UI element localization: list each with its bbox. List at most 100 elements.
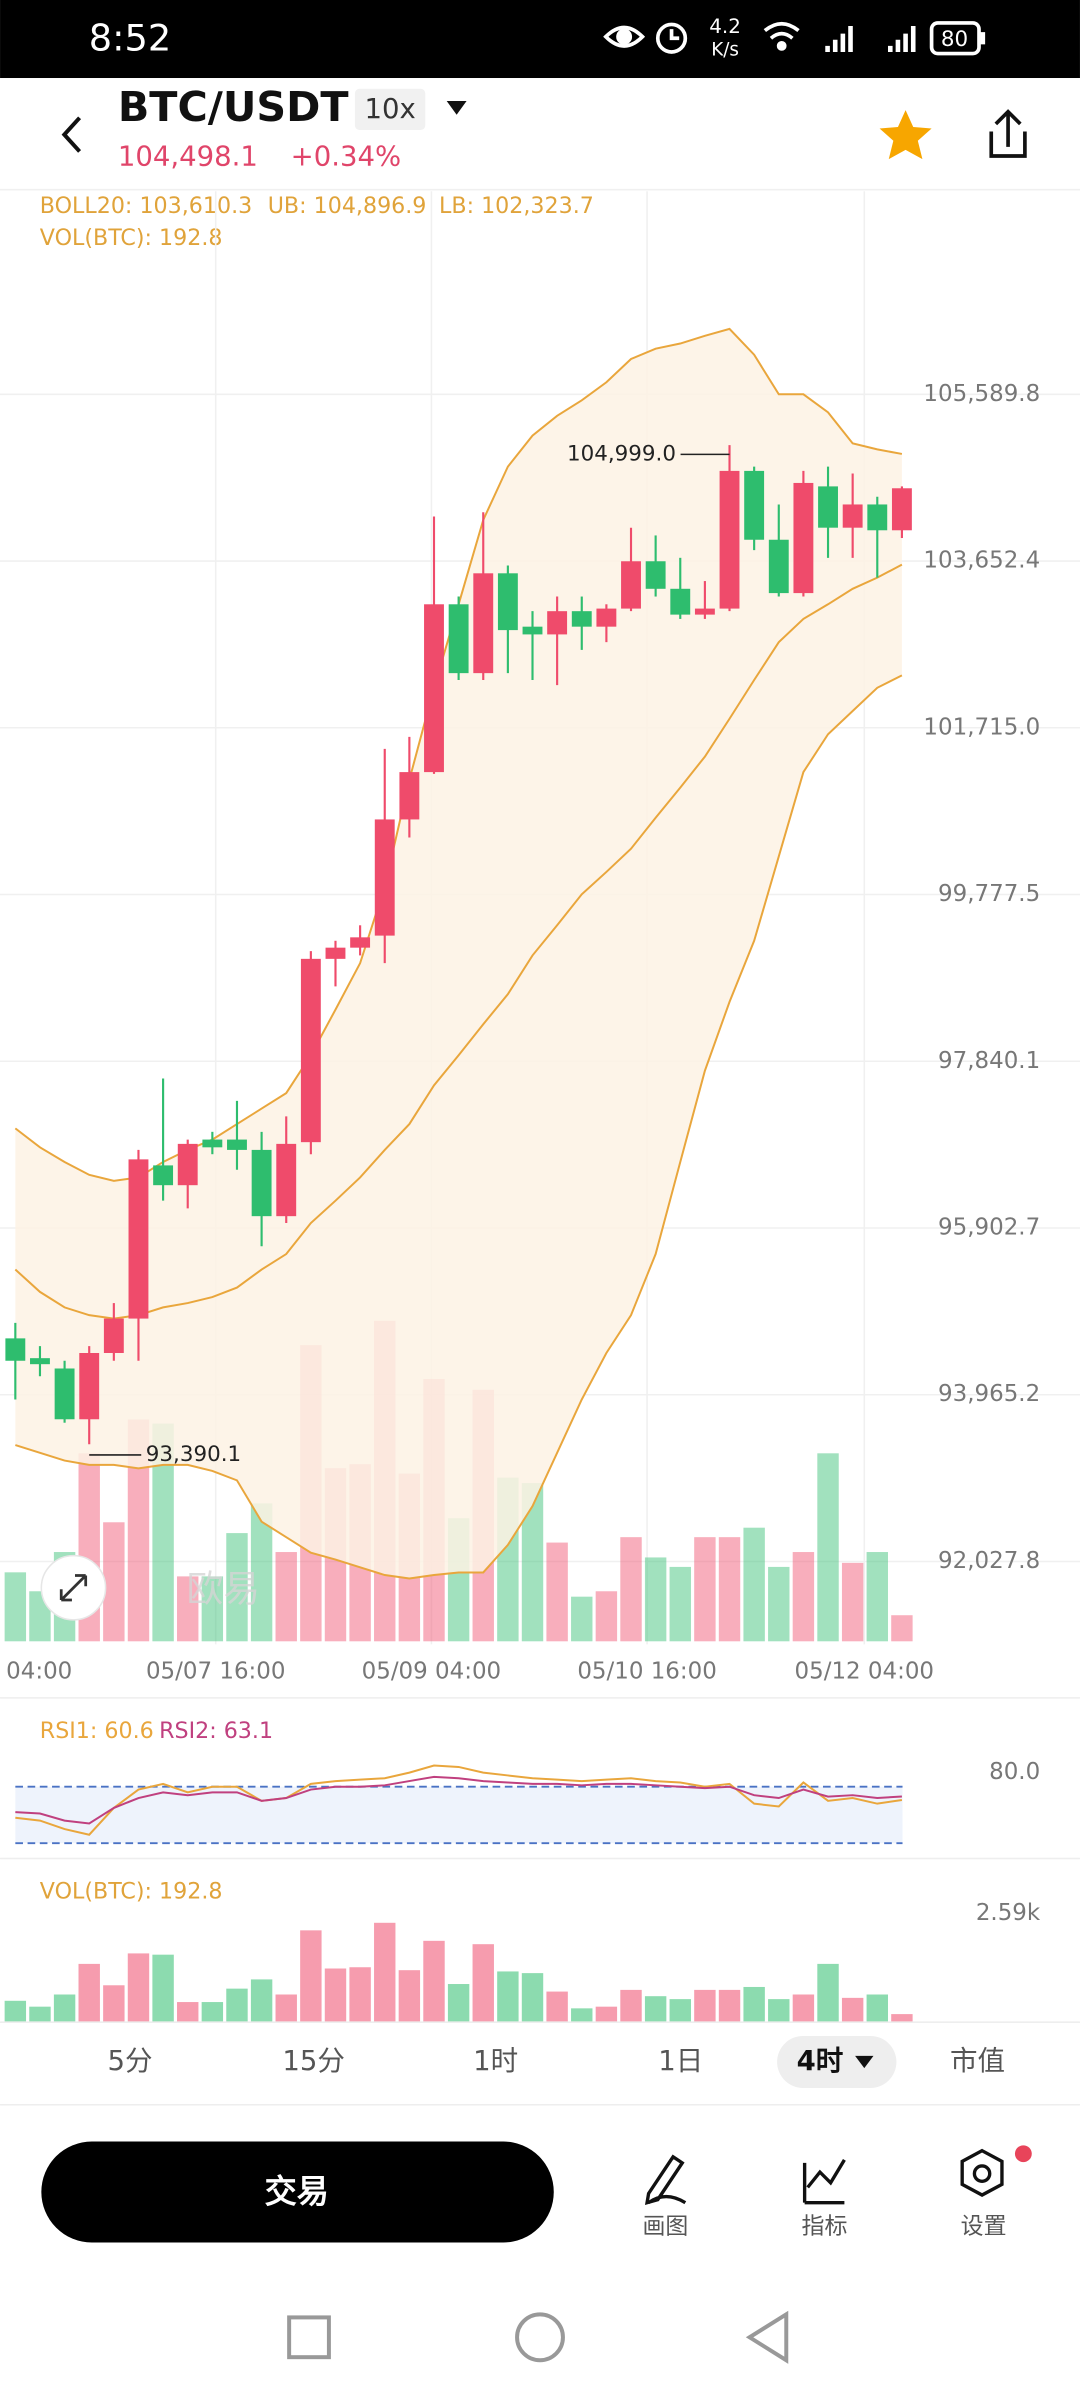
y-tick-label: 95,902.7 [938,1214,1040,1240]
timeframe-tab[interactable]: 5分 [108,2045,153,2077]
volume-bar [177,1576,199,1642]
status-bar [0,0,1080,79]
volume-bar [226,1533,248,1642]
timeframe-tab[interactable]: 15分 [282,2045,345,2077]
fullscreen-icon[interactable] [59,1574,88,1602]
lb-label: LB: 102,323.7 [439,193,594,219]
net-speed: 4.2 [709,15,741,38]
volume-bar [669,1999,691,2023]
volume-bar [891,1615,913,1642]
candle-body [424,604,444,773]
nav-bar[interactable] [287,2310,789,2364]
tool-label[interactable]: 指标 [802,2214,848,2240]
volume-title: VOL(BTC): 192.8 [40,1879,223,1905]
volume-bar [201,2002,224,2023]
candle-body [276,1143,297,1217]
tab-dropdown[interactable] [855,2055,874,2069]
candle-body [448,604,469,674]
volume-bar [620,1537,642,1642]
volume-bar [841,1997,864,2023]
vol-label: VOL(BTC): 192.8 [40,225,223,251]
volume-bar [620,1989,642,2023]
last-price: 104,498.1 [118,141,258,173]
candle-body [251,1149,272,1217]
trade-label[interactable]: 交易 [265,2172,329,2210]
candle-body [399,772,420,820]
volume-bar [4,1572,27,1642]
x-tick-label: 05/10 16:00 [577,1658,717,1684]
candle-body [744,470,765,540]
volume-bar [521,1483,544,1642]
volume-bar [669,1566,691,1642]
band-lower [15,674,903,1580]
timeframe-tab[interactable]: 1日 [658,2045,703,2077]
timeframe-tab[interactable]: 市值 [950,2045,1005,2077]
volume-bar [152,1954,174,2023]
candle-body [79,1353,100,1420]
candle-body [768,539,789,594]
volume-bar [595,1591,618,1642]
volume-bar [841,1562,864,1642]
timeframe-tabs: 5分 15分 1时 1日 4时 市值 [108,2035,1005,2088]
volume-bar [53,1994,76,2023]
volume-chart: VOL(BTC): 192.8 2.59k [4,1879,1041,2023]
candle-body [374,819,395,936]
clock: 8:52 [89,16,171,59]
candle-body [867,504,888,531]
rsi-label: RSI2: 63.1 [159,1718,273,1744]
candle-body [818,486,838,528]
rsi-line [15,1775,902,1825]
y-tick-label: 103,652.4 [923,548,1040,574]
volume-bar [127,1419,150,1642]
x-tick-label: 04:00 [6,1658,72,1684]
trade-button[interactable] [41,2141,554,2243]
volume-bar [152,1423,174,1642]
volume-bar [792,1552,815,1642]
volume-bar [29,2006,51,2023]
battery-level: 80 [941,27,968,52]
volume-bar [866,1994,888,2023]
volume-bar [743,1527,765,1642]
net-speed-unit: K/s [711,39,739,60]
leverage-badge[interactable] [354,88,426,131]
pair-dropdown[interactable] [446,100,467,115]
share-button[interactable] [989,109,1027,158]
timeframe-tab[interactable]: 1时 [473,2045,518,2077]
tab-selected[interactable] [777,2035,897,2088]
y-tick-label: 92,027.8 [938,1548,1040,1574]
candle-body [793,482,814,594]
rsi-line [15,1764,903,1836]
candle-body [571,611,592,627]
back-button[interactable] [61,116,82,153]
volume-bar [300,1930,322,2023]
candle-body [5,1338,26,1361]
volume-bar [644,1996,667,2023]
pair-name[interactable]: BTC/USDT [118,83,349,131]
candle-body [473,573,494,674]
tool-label[interactable]: 设置 [961,2214,1007,2240]
y-tick-label: 93,965.2 [938,1381,1040,1407]
volume-bar [103,1522,125,1642]
leverage[interactable]: 10x [364,93,415,125]
status-icons [603,21,986,56]
candle-body [227,1139,247,1150]
watermark: 欧易 [187,1567,260,1610]
favorite-star[interactable] [879,110,932,160]
y-tick-label: 101,715.0 [923,714,1040,740]
candle-body [30,1358,50,1365]
tool-label[interactable]: 画图 [642,2214,688,2240]
timeframe-tab[interactable]: 4时 [797,2045,844,2077]
y-tick-label: 99,777.5 [938,881,1040,907]
rsi-label: RSI1: 60.6 [40,1718,154,1744]
candle-body [645,561,666,589]
volume-bar [226,1988,248,2023]
notification-dot [1014,2145,1032,2163]
candle-body [694,608,715,615]
y-tick-label: 2.59k [976,1900,1041,1926]
volume-bar [743,1986,765,2023]
tool-icons[interactable] [644,2148,1004,2206]
candle-body [300,958,321,1143]
volume-bar [866,1552,888,1642]
volume-bar [201,1576,224,1642]
